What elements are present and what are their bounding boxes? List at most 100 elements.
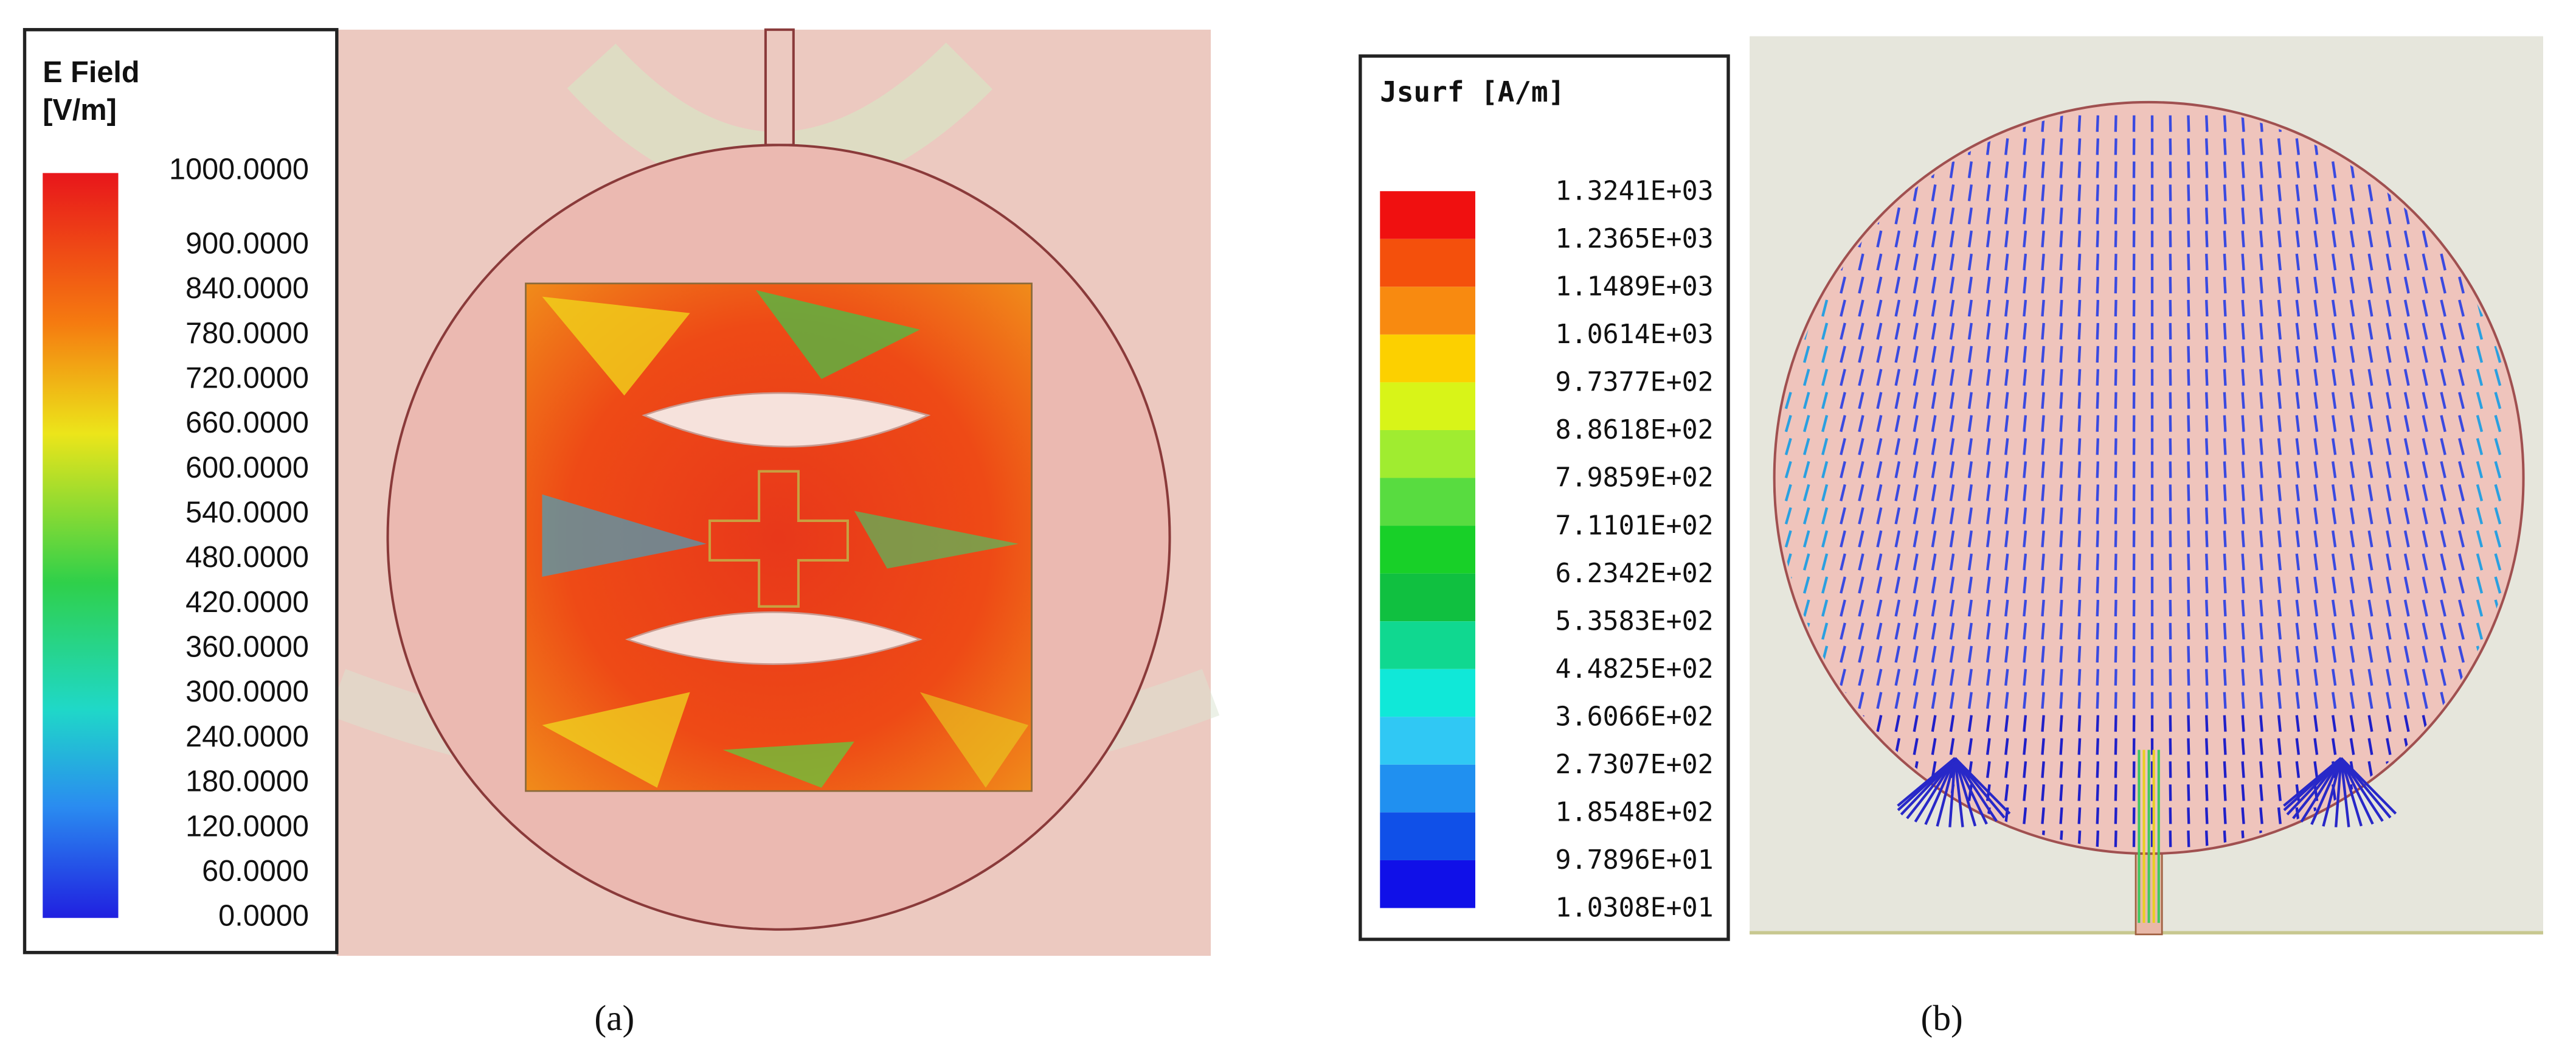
color-block: [1380, 621, 1475, 669]
current-arrow: [2241, 692, 2245, 709]
current-arrow: [2313, 230, 2319, 248]
current-arrow: [2494, 415, 2502, 433]
current-arrow: [2059, 692, 2063, 709]
current-arrow: [2204, 115, 2209, 132]
current-arrow: [1931, 738, 1937, 755]
current-arrow: [1821, 299, 1829, 317]
current-arrow: [2332, 669, 2337, 686]
current-arrow: [2458, 392, 2465, 409]
current-arrow: [2059, 738, 2063, 755]
legend-title: [V/m]: [43, 94, 117, 127]
current-arrow: [1858, 299, 1864, 317]
current-arrow: [2386, 253, 2392, 271]
current-arrow: [2349, 484, 2355, 501]
current-arrow: [2004, 299, 2009, 317]
current-arrow: [1913, 415, 1919, 433]
current-arrow: [2367, 461, 2373, 478]
current-arrow: [2367, 715, 2373, 733]
current-arrow: [2077, 138, 2082, 155]
current-arrow: [2004, 646, 2009, 663]
current-arrow: [2259, 253, 2263, 271]
current-arrow: [1840, 507, 1846, 524]
current-arrow: [1894, 622, 1901, 640]
current-arrow: [2023, 184, 2027, 201]
current-arrow: [2096, 115, 2100, 132]
current-arrow: [2332, 738, 2337, 755]
current-arrow: [2277, 484, 2282, 501]
current-arrow: [2332, 184, 2337, 201]
current-arrow: [2204, 138, 2209, 155]
current-arrow: [1821, 622, 1829, 640]
current-arrow: [2332, 553, 2337, 571]
current-arrow: [2367, 207, 2373, 224]
current-arrow: [1949, 669, 1955, 686]
current-arrow: [1967, 553, 1973, 571]
current-arrow: [1949, 692, 1955, 709]
current-arrow: [2059, 207, 2063, 224]
current-arrow: [1986, 438, 1991, 455]
scale-label: 9.7896E+01: [1556, 845, 1714, 875]
current-arrow: [2367, 299, 2373, 317]
current-arrow: [2313, 184, 2319, 201]
current-arrow: [2335, 757, 2342, 827]
scale-label: 8.8618E+02: [1556, 415, 1714, 445]
current-arrow: [2004, 161, 2009, 178]
color-block: [1380, 573, 1475, 622]
current-arrow: [2023, 530, 2027, 548]
current-arrow: [1894, 230, 1901, 248]
current-arrow: [2349, 646, 2355, 663]
current-arrow: [2096, 138, 2100, 155]
current-arrow: [2204, 715, 2209, 732]
current-arrow: [1986, 230, 1991, 248]
current-arrow: [2204, 669, 2209, 686]
current-arrow: [2241, 276, 2245, 294]
current-arrow: [2259, 715, 2263, 732]
current-arrow: [2187, 415, 2190, 432]
current-arrow: [2023, 622, 2027, 640]
current-arrow: [2004, 369, 2009, 386]
current-arrow: [1802, 461, 1810, 479]
current-arrow: [1967, 461, 1973, 478]
current-arrow: [2041, 253, 2045, 271]
current-arrow: [2204, 299, 2209, 317]
current-arrow: [2422, 484, 2428, 501]
scale-label: 0.0000: [218, 900, 309, 933]
current-arrow: [2313, 553, 2319, 571]
current-arrow: [2259, 692, 2263, 709]
current-arrow: [2476, 461, 2484, 479]
current-arrow: [2367, 669, 2373, 686]
current-arrow: [2349, 553, 2355, 571]
current-arrow: [2295, 230, 2301, 248]
current-arrow: [2023, 369, 2027, 386]
current-arrow: [2259, 531, 2263, 548]
current-arrow: [1913, 346, 1919, 363]
current-arrow: [2096, 276, 2100, 294]
current-arrow: [1894, 530, 1901, 548]
current-arrow: [2403, 438, 2410, 456]
current-arrow: [2059, 369, 2063, 386]
current-arrow: [2476, 437, 2484, 456]
current-arrow: [1924, 757, 1956, 826]
current-arrow: [2223, 231, 2227, 248]
current-arrow: [1876, 599, 1883, 617]
current-arrow: [1931, 415, 1937, 433]
current-arrow: [2187, 392, 2190, 409]
current-arrow: [2223, 415, 2227, 432]
current-arrow: [1913, 599, 1919, 617]
current-arrow: [1894, 415, 1901, 433]
current-arrow: [2349, 507, 2355, 524]
current-arrow: [2349, 438, 2355, 455]
current-arrow: [2077, 184, 2082, 201]
current-arrow: [1931, 322, 1937, 340]
current-arrow: [2059, 138, 2063, 155]
current-arrow: [2476, 322, 2484, 340]
current-arrow: [2041, 784, 2045, 801]
current-arrow: [2295, 622, 2301, 640]
current-arrow: [2277, 276, 2282, 294]
current-arrow: [2332, 622, 2337, 640]
current-arrow: [2295, 276, 2301, 294]
color-block: [1380, 812, 1475, 860]
current-arrow: [2440, 461, 2446, 479]
current-arrow: [2403, 669, 2410, 686]
